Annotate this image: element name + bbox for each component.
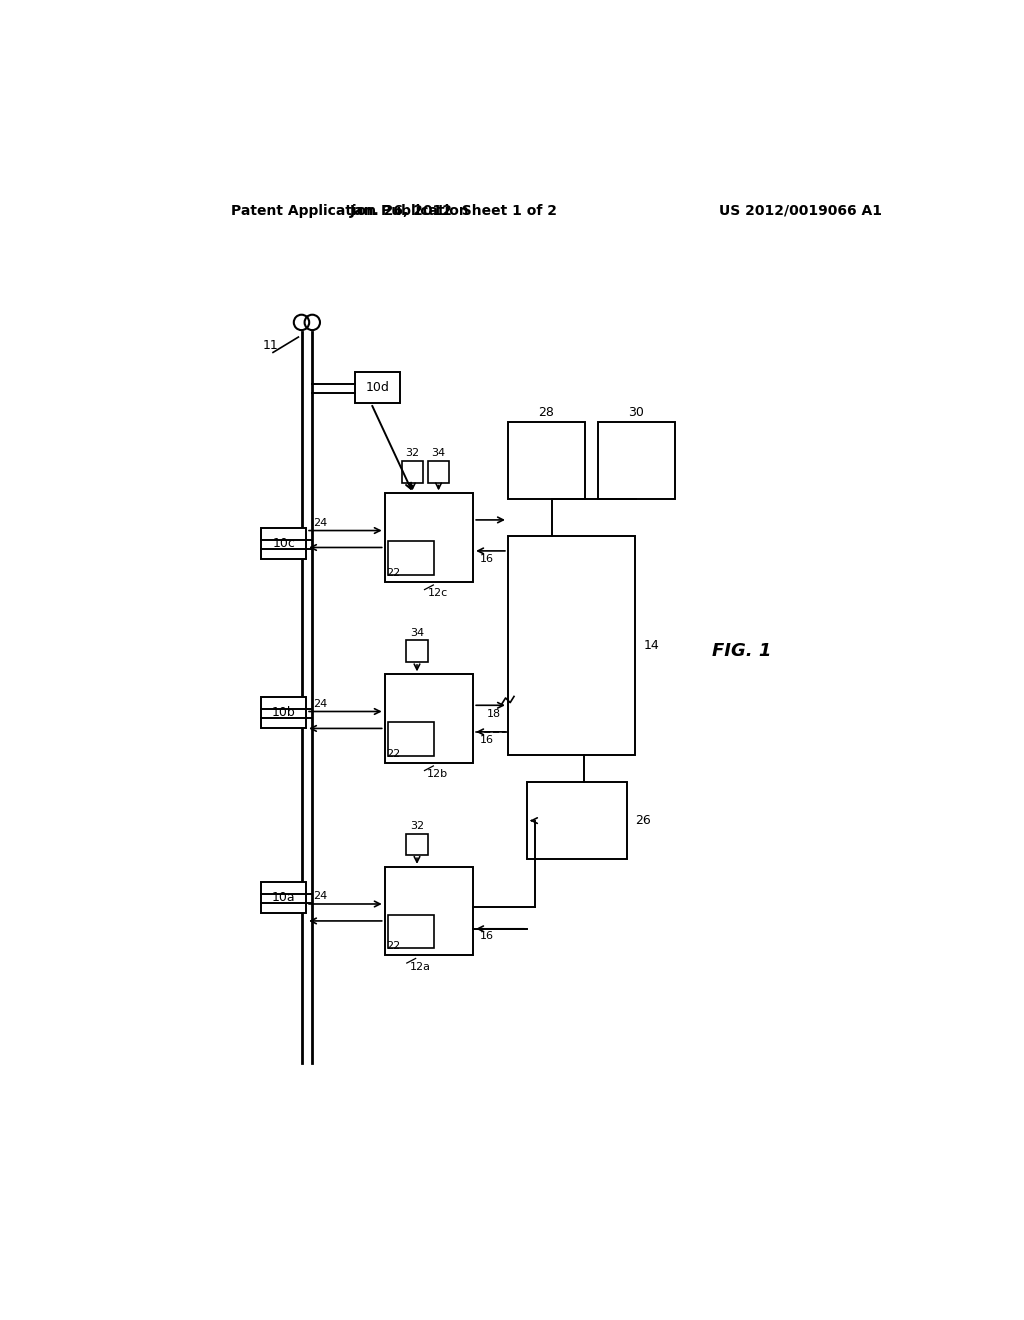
Bar (261, 697, 306, 729)
Bar (401, 461, 423, 483)
Text: 16: 16 (479, 932, 494, 941)
Text: 34: 34 (431, 449, 445, 458)
Bar (385, 494, 473, 582)
Text: Patent Application Publication: Patent Application Publication (230, 203, 468, 218)
Bar (598, 422, 675, 499)
Text: 16: 16 (479, 734, 494, 744)
Text: 24: 24 (313, 698, 327, 709)
Text: 10c: 10c (272, 537, 295, 550)
Text: 26: 26 (635, 814, 650, 828)
Text: 30: 30 (629, 407, 644, 418)
Text: 12c: 12c (428, 589, 447, 598)
Text: 24: 24 (313, 891, 327, 902)
Text: 32: 32 (406, 449, 420, 458)
Text: Jan. 26, 2012  Sheet 1 of 2: Jan. 26, 2012 Sheet 1 of 2 (350, 203, 558, 218)
Text: 14: 14 (644, 639, 659, 652)
Text: FIG. 1: FIG. 1 (712, 643, 771, 660)
Bar (261, 882, 306, 913)
Text: 18: 18 (487, 709, 501, 719)
Text: 10b: 10b (272, 706, 296, 719)
Bar (508, 536, 635, 755)
Bar (388, 722, 434, 756)
Bar (407, 834, 428, 855)
Bar (527, 781, 628, 859)
Text: US 2012/0019066 A1: US 2012/0019066 A1 (719, 203, 882, 218)
Bar (508, 422, 585, 499)
Text: 22: 22 (386, 941, 400, 952)
Text: 10a: 10a (272, 891, 296, 904)
Text: 34: 34 (410, 628, 424, 638)
Text: 24: 24 (313, 517, 327, 528)
Text: 16: 16 (479, 553, 494, 564)
Text: 32: 32 (410, 821, 424, 832)
Text: 22: 22 (386, 748, 400, 759)
Text: 12b: 12b (427, 770, 449, 779)
Text: 10d: 10d (366, 381, 390, 395)
Bar (407, 640, 428, 663)
Bar (385, 867, 473, 956)
Bar (388, 541, 434, 576)
Bar (385, 675, 473, 763)
Bar (355, 372, 400, 404)
Bar (388, 915, 434, 949)
Text: 28: 28 (539, 407, 554, 418)
Text: 22: 22 (386, 568, 400, 578)
Text: 12a: 12a (410, 962, 430, 972)
Bar (428, 461, 450, 483)
Text: 11: 11 (263, 339, 279, 352)
Bar (261, 528, 306, 558)
